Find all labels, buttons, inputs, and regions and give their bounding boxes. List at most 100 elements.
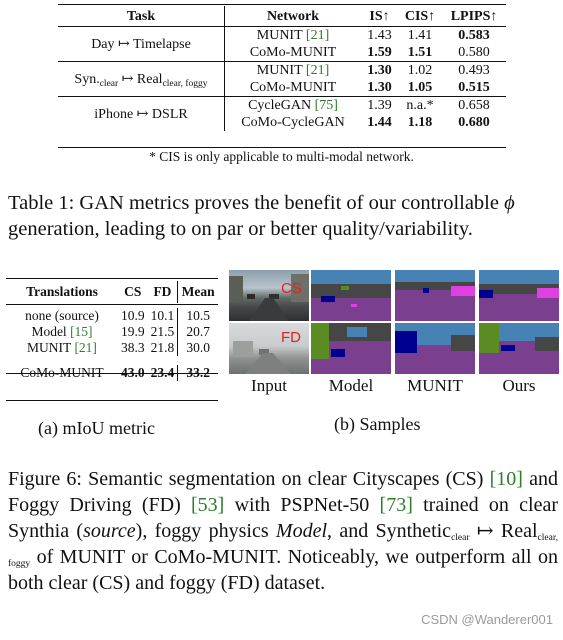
lpips-value: 0.680	[458, 115, 490, 130]
citation-link[interactable]: [21]	[305, 63, 330, 78]
table1-row: CoMo-MUNIT 1.59 1.51 0.580	[58, 44, 506, 62]
table-a-sep-rule	[6, 373, 218, 374]
network-name: CoMo-MUNIT	[249, 80, 337, 95]
fd-value: 23.4	[150, 365, 175, 380]
mean-value: 30.0	[177, 340, 218, 356]
table-row: MUNIT [21] 38.3 21.8 30.0	[6, 340, 218, 356]
is-value: 1.59	[367, 45, 392, 60]
table1-bottom-rule	[58, 147, 506, 148]
cis-value: 1.18	[407, 115, 433, 130]
is-value: 1.30	[361, 61, 398, 79]
cis-value: 1.51	[407, 45, 433, 60]
cs-value: 38.3	[120, 340, 145, 355]
cs-value: 19.9	[120, 324, 145, 339]
seg-model-fd	[311, 323, 391, 374]
figure6-caption: Figure 6: Semantic segmentation on clear…	[8, 468, 558, 594]
is-value: 1.43	[367, 28, 392, 43]
network-name: MUNIT	[256, 63, 303, 78]
input-image-fd: FD	[229, 323, 309, 374]
citation-link[interactable]: [21]	[74, 340, 97, 355]
seg-ours-cs	[479, 270, 559, 321]
network-name: CoMo-MUNIT	[249, 45, 337, 60]
sample-label-input: Input	[251, 376, 287, 395]
seg-ours-fd	[479, 323, 559, 374]
citation-link[interactable]: [21]	[305, 28, 330, 43]
citation-link[interactable]: [75]	[314, 98, 338, 113]
sample-label-ours: Ours	[502, 376, 536, 395]
lpips-value: 0.580	[458, 45, 490, 60]
th-translations: Translations	[26, 284, 98, 299]
segmentation-map-icon	[395, 270, 475, 321]
table-a-top-rule	[6, 278, 218, 279]
table-a-bottom-rule	[6, 400, 218, 401]
tag-cs: CS	[281, 280, 302, 297]
segmentation-map-icon	[395, 323, 475, 353]
translation-name: Model [15]	[31, 324, 93, 339]
cis-value: 1.41	[407, 28, 433, 43]
sample-label-model: Model	[328, 376, 374, 395]
cis-value: n.a.*	[397, 96, 443, 114]
th-task: Task	[58, 6, 225, 27]
table-row: Model [15] 19.9 21.5 20.7	[6, 324, 218, 340]
task-cell: Day ↦ Timelapse	[58, 26, 225, 62]
table1-row: Day ↦ Timelapse MUNIT [21] 1.43 1.41 0.5…	[58, 26, 506, 62]
seg-munit-cs	[395, 270, 475, 321]
network-name: CoMo-CycleGAN	[241, 115, 345, 130]
translation-name: none (source)	[25, 308, 99, 323]
samples-grid: CS FD	[229, 270, 559, 374]
network-name: CycleGAN	[248, 98, 312, 113]
citation-link[interactable]: [53]	[190, 494, 225, 516]
th-cs: CS	[124, 284, 142, 299]
cis-value: 1.05	[407, 80, 433, 95]
segmentation-map-icon	[311, 323, 391, 359]
th-lpips: LPIPS↑	[442, 6, 506, 27]
segmentation-map-icon	[479, 270, 559, 321]
table1-row: Syn.clear ↦ Realclear, foggy MUNIT [21] …	[58, 61, 506, 97]
citation-link[interactable]: [10]	[489, 468, 523, 490]
translation-name: MUNIT [21]	[27, 340, 97, 355]
mean-value: 20.7	[177, 324, 218, 340]
fd-value: 21.5	[150, 324, 175, 339]
table1-caption: Table 1: GAN metrics proves the benefit …	[8, 192, 515, 240]
task-cell: iPhone ↦ DSLR	[58, 96, 225, 131]
network-name: MUNIT	[256, 28, 303, 43]
table1-row: CoMo-MUNIT 1.30 1.05 0.515	[58, 79, 506, 97]
th-mean: Mean	[177, 281, 218, 303]
subcaption-b: (b) Samples	[334, 414, 421, 434]
citation-link[interactable]: [73]	[379, 494, 413, 516]
mean-value: 10.5	[177, 308, 218, 324]
table1-row: iPhone ↦ DSLR CycleGAN [75] 1.39 n.a.* 0…	[58, 96, 506, 131]
fd-value: 21.8	[150, 340, 175, 355]
translation-name: CoMo-MUNIT	[20, 365, 104, 380]
table1: Task Network IS↑ CIS↑ LPIPS↑ Day ↦ Timel…	[58, 6, 506, 131]
cs-value: 10.9	[120, 308, 145, 323]
watermark: CSDN @Wanderer001	[421, 612, 553, 627]
is-value: 1.30	[367, 80, 392, 95]
lpips-value: 0.583	[458, 28, 490, 43]
th-fd: FD	[153, 284, 172, 299]
seg-model-cs	[311, 270, 391, 321]
cs-value: 43.0	[120, 365, 145, 380]
table1-top-rule	[58, 4, 506, 5]
is-value: 1.44	[367, 115, 392, 130]
street-scene-icon	[229, 274, 309, 321]
segmentation-map-icon	[479, 323, 559, 353]
tag-fd: FD	[281, 329, 301, 346]
input-image-cs: CS	[229, 270, 309, 321]
miou-table: Translations CS FD Mean none (source) 10…	[6, 281, 218, 381]
th-is: IS↑	[361, 6, 398, 27]
foggy-street-icon	[233, 341, 291, 374]
table-a-header-rule	[6, 304, 218, 305]
sample-label-munit: MUNIT	[407, 376, 463, 395]
fd-value: 10.1	[150, 308, 175, 323]
is-value: 1.39	[361, 96, 398, 114]
th-network: Network	[224, 6, 361, 27]
table-row: none (source) 10.9 10.1 10.5	[6, 308, 218, 324]
seg-munit-fd	[395, 323, 475, 374]
task-cell: Syn.clear ↦ Realclear, foggy	[58, 61, 225, 97]
lpips-value: 0.658	[442, 96, 506, 114]
lpips-value: 0.515	[458, 80, 490, 95]
segmentation-map-icon	[311, 270, 391, 321]
citation-link[interactable]: [15]	[70, 324, 93, 339]
cis-value: 1.02	[397, 61, 443, 79]
